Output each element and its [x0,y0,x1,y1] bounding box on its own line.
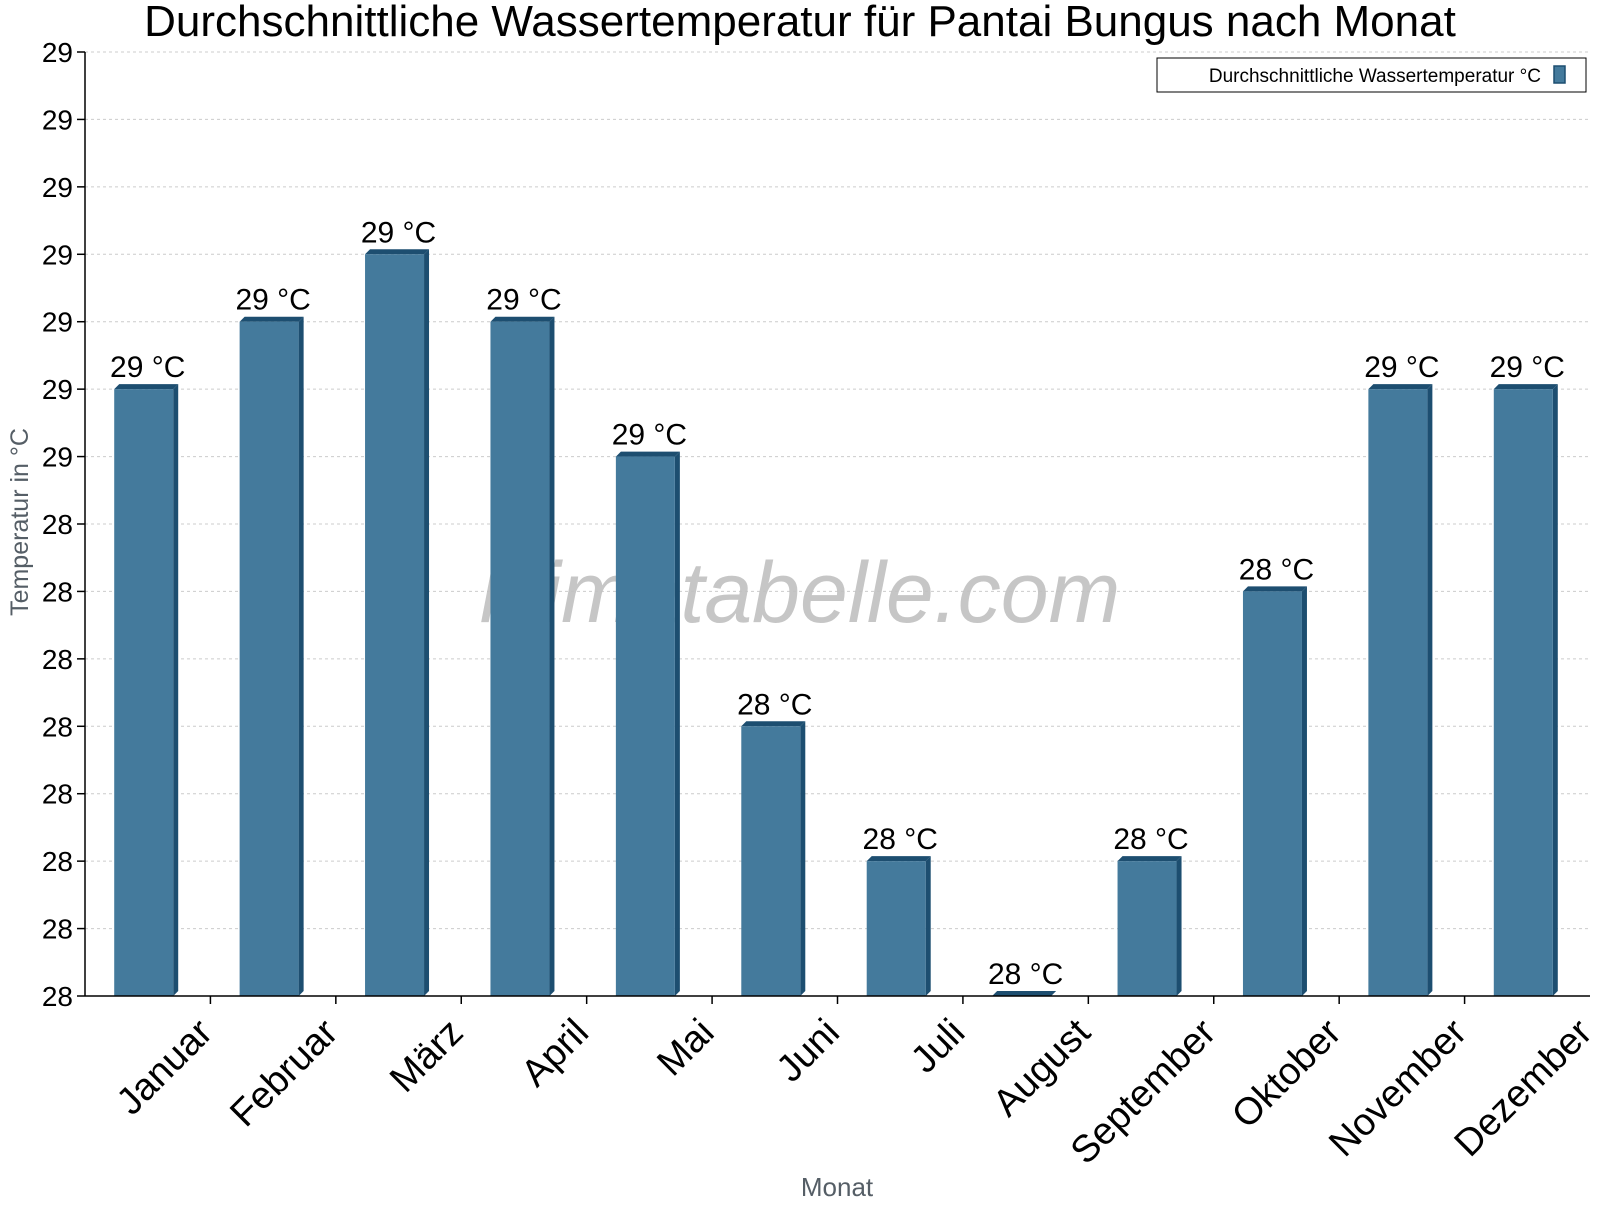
data-label: 28 °C [737,688,812,721]
bar-top [992,991,1057,996]
bar [239,316,304,996]
bar-side [1301,586,1307,996]
data-label: 29 °C [361,216,436,249]
x-tick-label: Mai [649,1011,722,1084]
bar-top [1368,384,1433,390]
bar [1493,384,1558,997]
bar-top [1493,384,1558,390]
y-tick-label: 29 [42,104,73,135]
y-tick-label: 29 [42,37,73,68]
bar-front [365,254,425,997]
x-tick-label: August [985,1011,1099,1125]
y-tick-label: 29 [42,374,73,405]
x-tick-label: Dezember [1447,1011,1600,1165]
y-tick-label: 29 [42,307,73,338]
y-tick-label: 29 [42,442,73,473]
bar-side [800,721,806,996]
bar-front [1117,861,1177,996]
y-tick-label: 28 [42,644,73,675]
bar-front [114,389,174,997]
y-tick-label: 28 [42,711,73,742]
bar-side [925,856,931,996]
x-tick-label: Oktober [1224,1011,1350,1137]
data-label: 28 °C [1113,823,1188,856]
bar-top [1242,586,1307,592]
legend-swatch [1553,65,1566,84]
data-label: 29 °C [486,284,561,317]
data-label: 28 °C [863,823,938,856]
y-tick-label: 28 [42,779,73,810]
y-axis-title: Temperatur in °C [6,428,34,616]
bar-front [866,861,926,996]
y-tick-label: 28 [42,981,73,1012]
bar-front [1493,389,1553,997]
legend-box [1156,57,1587,93]
bar-front [490,321,550,996]
bar-front [1368,389,1428,997]
data-label: 29 °C [612,419,687,452]
bar-side [298,316,304,996]
bar-side [549,316,555,996]
bar-top [365,249,430,255]
data-label: 29 °C [110,351,185,384]
bar [365,249,430,997]
legend-label: Durchschnittliche Wassertemperatur °C [1209,66,1541,87]
y-tick-label: 29 [42,239,73,270]
data-label: 29 °C [1490,351,1565,384]
y-tick-label: 29 [42,172,73,203]
bar [1117,856,1182,996]
bar-side [424,249,430,997]
bar-front [741,726,801,996]
x-tick-label: Januar [109,1011,221,1123]
bar [114,384,179,997]
y-tick-label: 28 [42,846,73,877]
bar-top [866,856,931,862]
data-labels: 29 °C 29 °C 29 °C 29 °C 29 °C 28 °C 28 °C 28 °C… [110,216,1565,991]
x-tick-label: März [382,1011,471,1100]
x-tick-label: Juni [769,1011,848,1090]
bar-top [741,721,806,727]
x-axis-title: Monat [801,1172,874,1200]
data-label: 28 °C [1239,553,1314,586]
data-label: 28 °C [988,958,1063,991]
bar [1242,586,1307,996]
y-tick-label: 28 [42,914,73,945]
bar-side [1176,856,1182,996]
bar-top [239,316,304,322]
bar-side [1552,384,1558,997]
data-label: 29 °C [235,284,310,317]
chart-title: Durchschnittliche Wassertemperatur für P… [144,0,1456,46]
bar [866,856,931,996]
bar-side [1427,384,1433,997]
data-label: 29 °C [1364,351,1439,384]
legend: Durchschnittliche Wassertemperatur °C [1156,57,1587,93]
bar [490,316,555,996]
watermark: klimatabelle.com [480,545,1120,641]
bars [114,249,1558,997]
bar-front [1242,591,1302,996]
y-tick-label: 28 [42,509,73,540]
bar-front [615,456,675,997]
x-tick-label: Februar [222,1011,346,1135]
bar-front [239,321,299,996]
y-ticks: 28 28 28 28 28 28 28 28 29 29 29 29 29 29 29 [42,37,85,1012]
bar-top [615,451,680,457]
bar-top [490,316,555,322]
bar [615,451,680,997]
bar-top [114,384,179,390]
bar [741,721,806,996]
bar-side [674,451,680,997]
grid-lines [85,51,1590,930]
bar [1368,384,1433,997]
x-tick-label: Juli [903,1011,973,1081]
bar-top [1117,856,1182,862]
bar [992,991,1057,996]
bar-side [173,384,179,997]
x-ticks: Januar Februar März April Mai Juni Juli AugustS… [109,996,1600,1172]
y-tick-label: 28 [42,576,73,607]
x-tick-label: April [514,1011,597,1094]
